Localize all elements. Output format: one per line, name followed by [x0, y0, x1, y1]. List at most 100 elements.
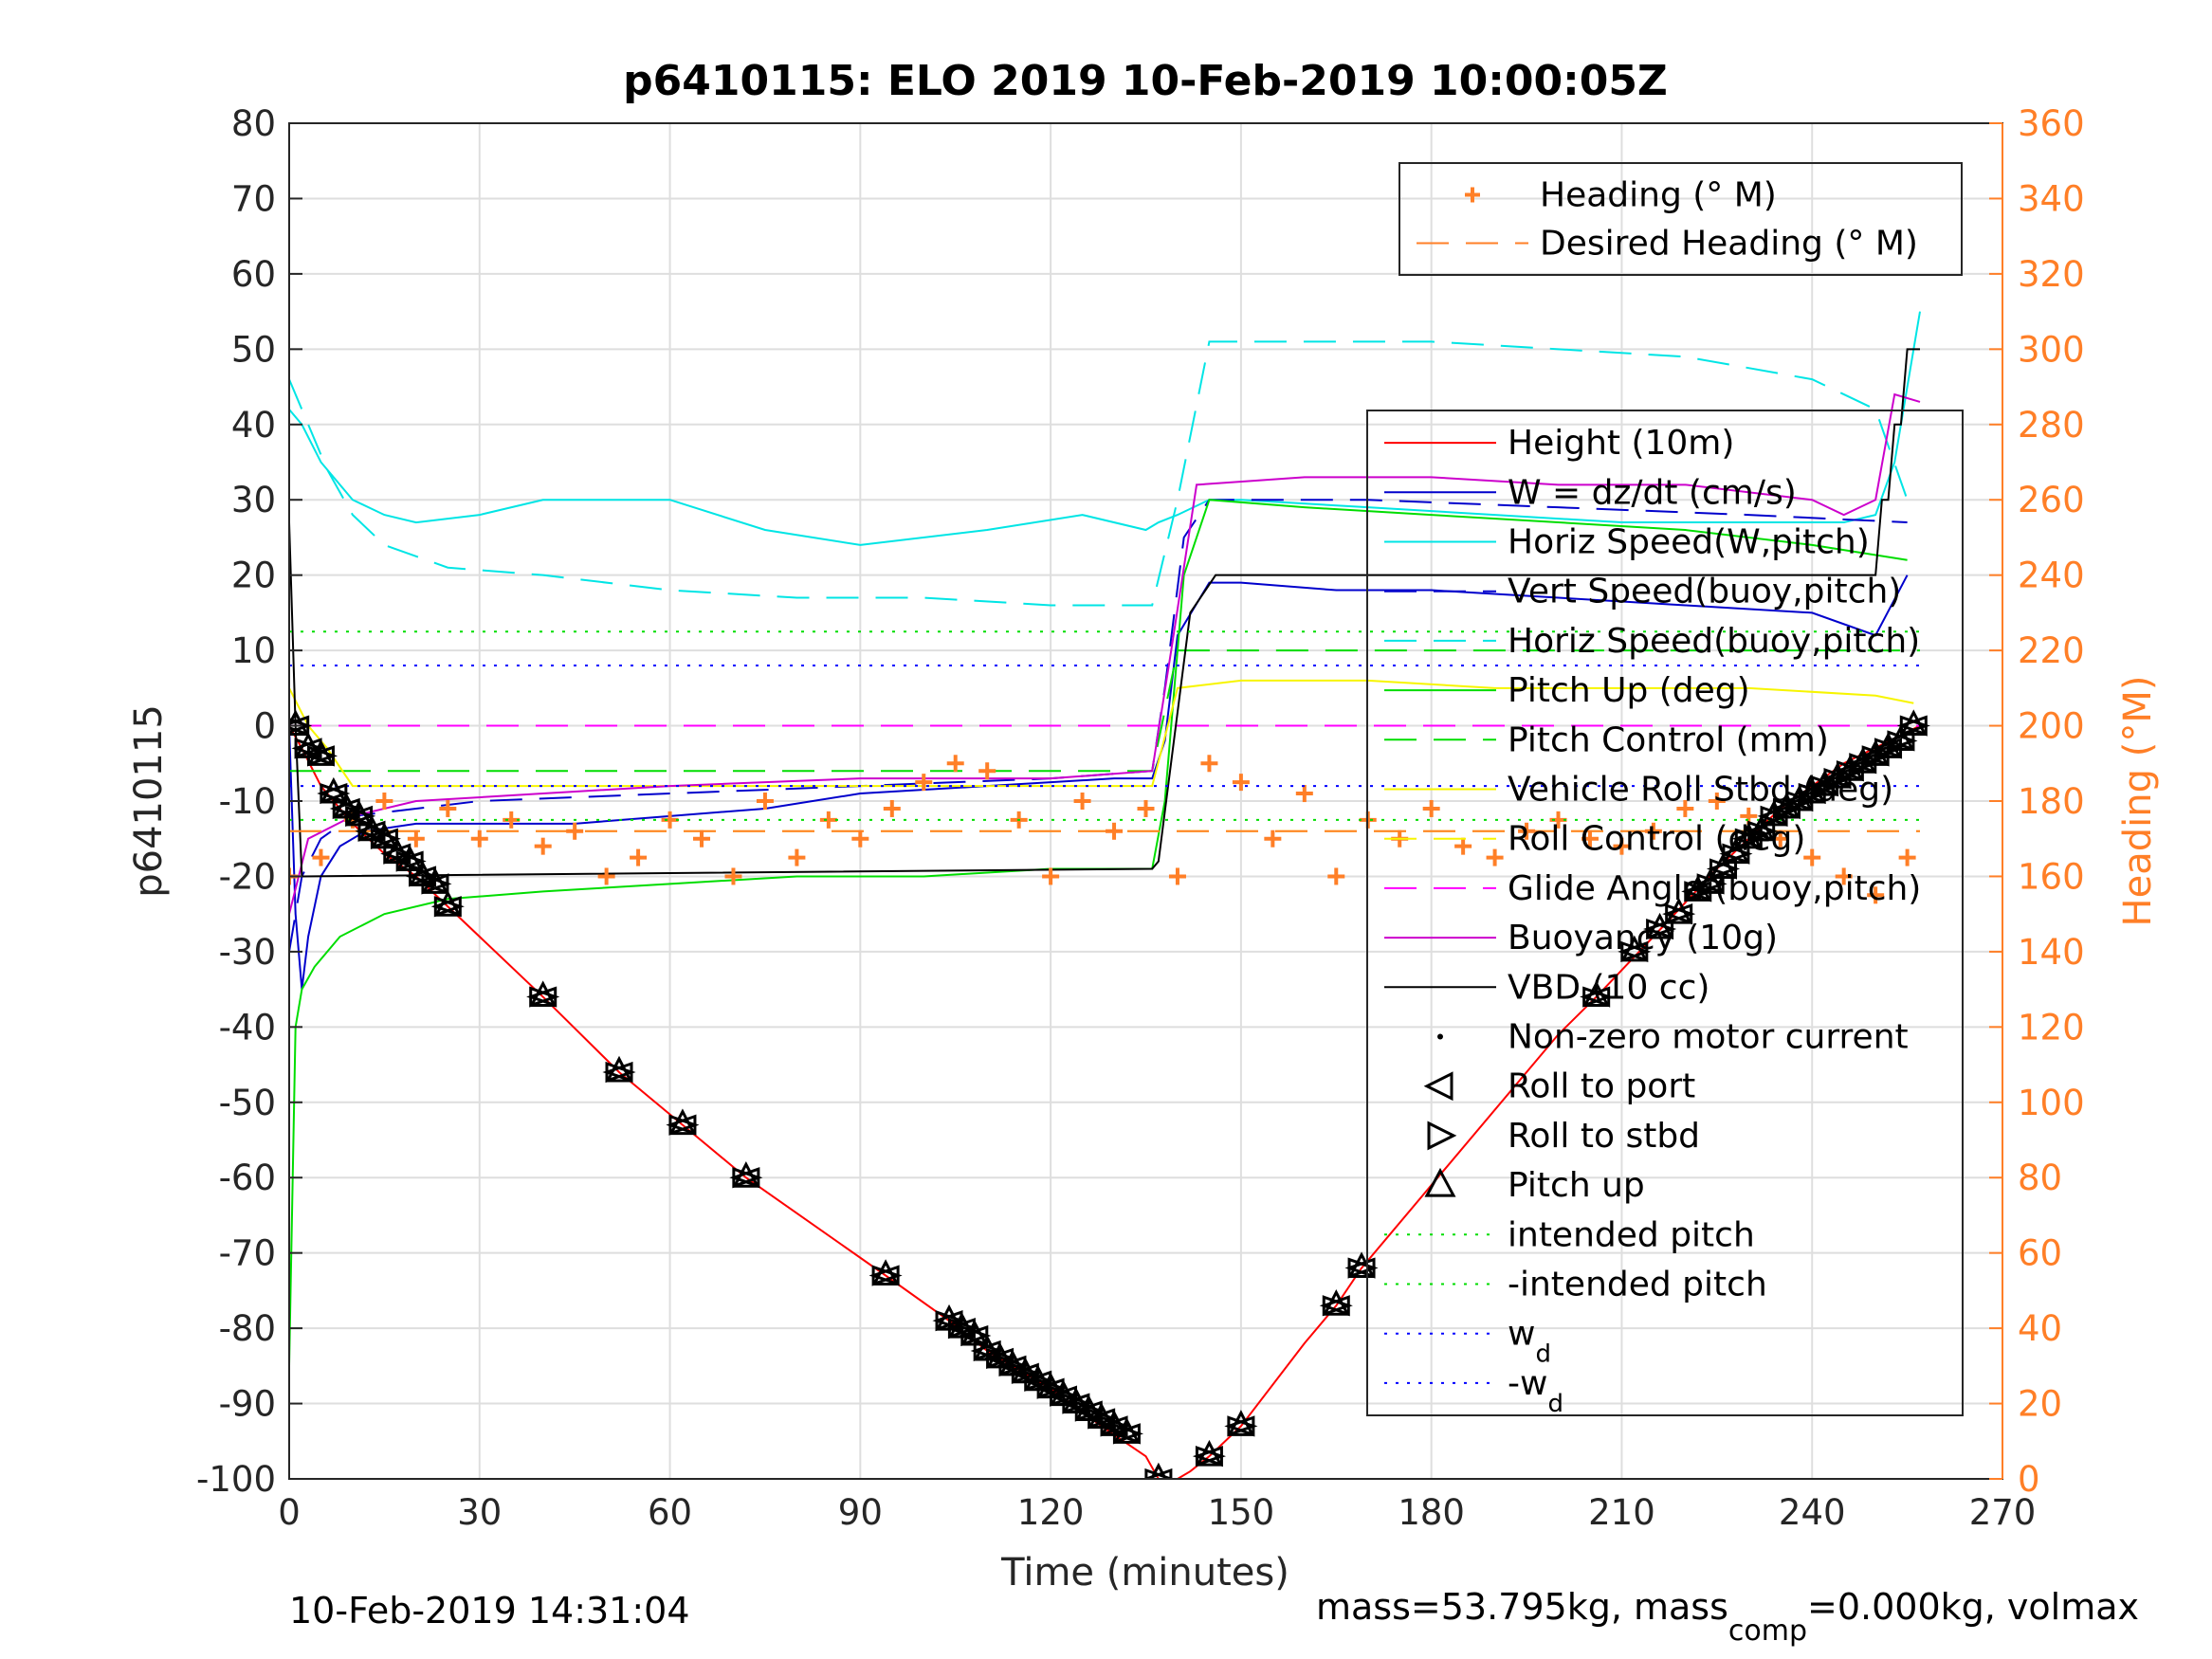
- heading-point: [1295, 785, 1313, 803]
- y-tick-label: -80: [219, 1308, 276, 1349]
- heading-point: [1676, 799, 1694, 817]
- pitch-roll-marker: [602, 1055, 636, 1084]
- y-tick-label: -40: [219, 1007, 276, 1048]
- legend-label: W = dz/dt (cm/s): [1508, 473, 1797, 512]
- pitch-roll-marker: [1142, 1462, 1176, 1479]
- legend-frame: [1366, 410, 1964, 1416]
- pitch-roll-marker: [418, 867, 452, 895]
- mass-subscript: comp: [1728, 1614, 1807, 1648]
- legend-item-vert-speed-buoy-pitch: Vert Speed(buoy,pitch): [1384, 573, 1901, 611]
- y-tick-label: -70: [219, 1233, 276, 1274]
- x-tick-label: 180: [1398, 1492, 1465, 1533]
- heading-point: [407, 830, 425, 848]
- heading-point: [1486, 848, 1504, 866]
- pitch-roll-marker: [1618, 935, 1652, 962]
- pitch-roll-marker: [1896, 709, 1930, 737]
- legend-item-buoyancy-10g: Buoyancy (10g): [1384, 919, 1778, 957]
- heading-point: [1232, 774, 1250, 792]
- y-tick-label: -30: [219, 932, 276, 973]
- legend-item-height-10m: Height (10m): [1384, 424, 1734, 463]
- y2-tick-label: 240: [2018, 556, 2085, 596]
- legend-item-pitch-up: Pitch up: [1424, 1166, 1645, 1205]
- legend-label: Buoyancy (10g): [1508, 919, 1778, 957]
- y-tick-label: -20: [219, 856, 276, 897]
- legend-label: Heading (° M): [1540, 176, 1777, 215]
- legend-label: Pitch up: [1508, 1166, 1645, 1205]
- y-tick-label: 50: [231, 329, 276, 370]
- legend-item-vbd-10-cc: VBD (10 cc): [1384, 968, 1709, 1007]
- y2-tick-label: 180: [2018, 781, 2085, 822]
- pitch-roll-marker: [1224, 1410, 1258, 1437]
- pitch-roll-marker: [1662, 897, 1696, 925]
- legend-label: Non-zero motor current: [1508, 1018, 1909, 1057]
- y-axis-label: p6410115: [127, 704, 171, 898]
- legend-label: Vert Speed(buoy,pitch): [1508, 573, 1901, 611]
- y-axis: 80 70 60 50 40 30 20 10 0 -10 -20 -30 -40 -50 -60 -70 -8…: [196, 103, 302, 1500]
- mass-suffix: =0.000kg, volmax: [1807, 1586, 2139, 1628]
- pitch-roll-marker: [526, 980, 560, 1008]
- y2-tick-label: 60: [2018, 1233, 2062, 1274]
- y2-tick-label: 360: [2018, 103, 2085, 144]
- heading-point: [1264, 830, 1282, 848]
- y-tick-label: 70: [231, 178, 276, 219]
- y2-tick-label: 160: [2018, 856, 2085, 897]
- legend-item-roll-control-deg: Roll Control (deg): [1384, 820, 1805, 859]
- y-tick-label: 40: [231, 405, 276, 446]
- heading-point: [788, 848, 806, 866]
- footer-mass: mass=53.795kg, masscomp=0.000kg, volmax: [1316, 1586, 2139, 1648]
- pitch-roll-marker: [1693, 867, 1728, 895]
- heading-point: [1454, 837, 1472, 855]
- x-tick-label: 120: [1017, 1492, 1085, 1533]
- x-tick-label: 240: [1779, 1492, 1846, 1533]
- pitch-roll-marker: [729, 1160, 763, 1189]
- legend-label: VBD (10 cc): [1508, 968, 1709, 1007]
- series-layer: [289, 311, 1921, 1479]
- x-tick-label: 90: [838, 1492, 883, 1533]
- heading-point: [915, 774, 933, 792]
- heading-point: [724, 867, 742, 885]
- legend-item-heading-m: Heading (° M): [1465, 176, 1777, 215]
- heading-point: [597, 867, 615, 885]
- heading-point: [1835, 867, 1853, 885]
- heading-point: [756, 793, 774, 810]
- x-tick-label: 210: [1588, 1492, 1655, 1533]
- mass-prefix: mass=53.795kg, mass: [1316, 1586, 1728, 1628]
- pitch-roll-marker: [1580, 980, 1614, 1008]
- y2-axis: 3603403203002802602402202001801601401201…: [1989, 103, 2085, 1500]
- heading-point: [851, 830, 869, 848]
- y2-tick-label: 260: [2018, 480, 2085, 520]
- legend-label: intended pitch: [1508, 1215, 1755, 1254]
- y2-tick-label: 80: [2018, 1158, 2062, 1198]
- heading-point: [1042, 867, 1060, 885]
- y2-tick-label: 100: [2018, 1083, 2085, 1123]
- legend-item-intended-pitch: intended pitch: [1384, 1215, 1755, 1254]
- heading-point: [534, 837, 552, 855]
- legend-item-roll-to-port: Roll to port: [1423, 1067, 1695, 1106]
- legend-item-desired-heading-m: Desired Heading (° M): [1417, 225, 1918, 264]
- heading-point: [1867, 886, 1885, 904]
- heading-point: [1200, 755, 1218, 773]
- y-tick-label: 60: [231, 254, 276, 295]
- heading-point: [661, 811, 679, 829]
- legend-heading: Heading (° M) Desired Heading (° M): [1398, 162, 1963, 276]
- legend-label: Horiz Speed(W,pitch): [1508, 523, 1870, 562]
- heading-point: [1327, 867, 1345, 885]
- series-horiz-speed-w-pitch: [289, 311, 1921, 546]
- legend-item-w-dz-dt-cm-s: W = dz/dt (cm/s): [1384, 473, 1797, 512]
- y-tick-label: 0: [253, 706, 276, 747]
- heading-point: [1422, 799, 1440, 817]
- legend-label: Pitch Up (deg): [1508, 671, 1750, 710]
- x-tick-label: 30: [457, 1492, 502, 1533]
- legend-item-pitch-up-deg: Pitch Up (deg): [1384, 671, 1750, 710]
- pitch-roll-marker: [666, 1108, 700, 1136]
- heading-point: [566, 822, 584, 840]
- heading-point: [978, 762, 996, 780]
- heading-point: [439, 799, 457, 817]
- pitch-roll-marker: [1192, 1439, 1227, 1468]
- y2-tick-label: 340: [2018, 178, 2085, 219]
- series-pitch-up-deg: [289, 499, 1908, 1366]
- y-tick-label: -60: [219, 1158, 276, 1198]
- legend-item-horiz-speed-buoy-pitch: Horiz Speed(buoy,pitch): [1384, 622, 1920, 661]
- y2-tick-label: 40: [2018, 1308, 2062, 1349]
- pitch-roll-marker: [1643, 912, 1677, 940]
